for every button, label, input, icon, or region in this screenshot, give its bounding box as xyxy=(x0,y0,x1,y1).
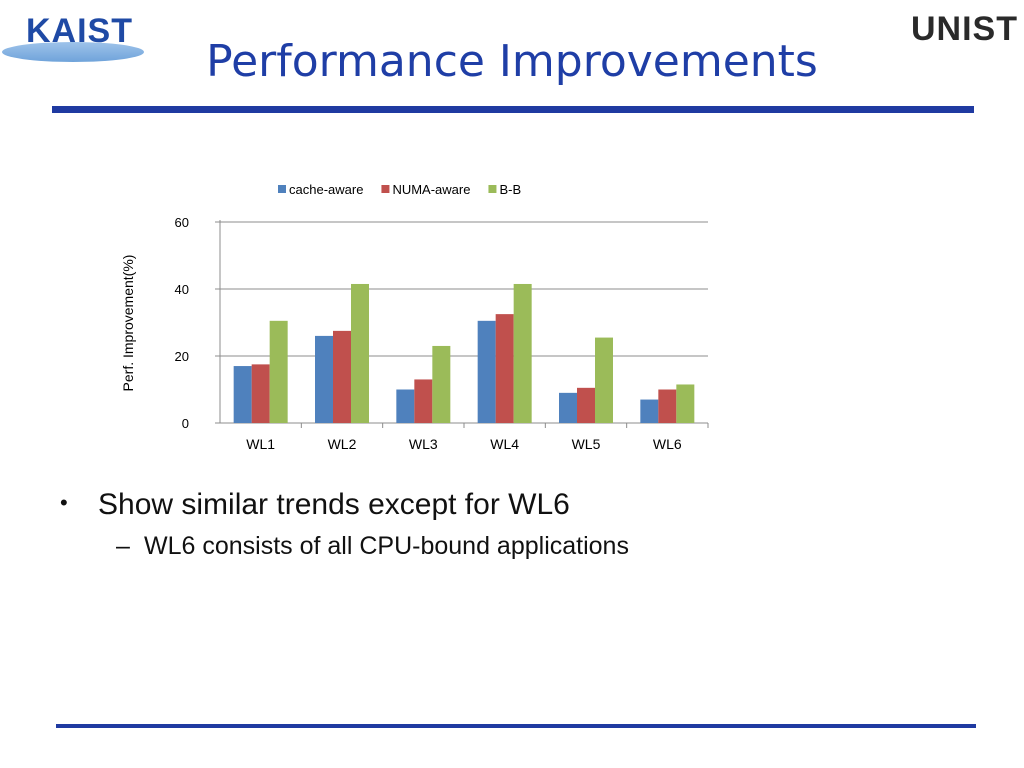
sub-bullet-item: – WL6 consists of all CPU-bound applicati… xyxy=(116,532,629,561)
kaist-logo: KAIST xyxy=(0,8,150,64)
y-axis-label: Perf. Improvement(%) xyxy=(120,255,136,392)
bar-cache-aware-WL2 xyxy=(315,335,333,423)
x-tick-label: WL2 xyxy=(328,436,357,452)
legend-label-NUMA-aware: NUMA-aware xyxy=(392,182,470,197)
y-tick-label: 40 xyxy=(175,282,189,297)
bar-cache-aware-WL6 xyxy=(640,399,659,423)
x-tick-label: WL5 xyxy=(572,436,601,452)
bullet-dot: • xyxy=(60,490,68,515)
legend-label-cache-aware: cache-aware xyxy=(289,182,363,197)
x-tick-label: WL4 xyxy=(490,436,519,452)
bar-NUMA-aware-WL1 xyxy=(251,364,270,423)
unist-logo: UNIST xyxy=(911,10,1018,48)
bar-B-B-WL6 xyxy=(676,384,695,423)
page-title: Performance Improvements xyxy=(206,36,818,87)
bar-NUMA-aware-WL3 xyxy=(414,379,433,423)
x-tick-label: WL6 xyxy=(653,436,682,452)
bar-cache-aware-WL4 xyxy=(477,320,496,423)
kaist-logo-text: KAIST xyxy=(26,12,133,50)
legend-swatch-NUMA-aware xyxy=(381,185,390,193)
kaist-logo-swoosh xyxy=(2,42,144,62)
y-tick-label: 0 xyxy=(182,416,189,431)
legend-swatch-cache-aware xyxy=(278,185,286,193)
bar-NUMA-aware-WL4 xyxy=(495,314,514,423)
bar-NUMA-aware-WL5 xyxy=(577,387,595,423)
bar-cache-aware-WL1 xyxy=(233,366,252,423)
bar-NUMA-aware-WL2 xyxy=(333,330,351,423)
sub-bullet-dash: – xyxy=(116,532,130,560)
bar-B-B-WL5 xyxy=(595,337,613,423)
y-tick-label: 20 xyxy=(175,349,189,364)
bar-B-B-WL4 xyxy=(513,283,532,423)
bottom-divider xyxy=(56,724,976,728)
x-tick-label: WL1 xyxy=(246,436,275,452)
bullet-text: Show similar trends except for WL6 xyxy=(98,488,570,521)
legend-swatch-B-B xyxy=(488,185,497,193)
bullet-list: • Show similar trends except for WL6 – WL6… xyxy=(60,488,629,561)
sub-bullet-text: WL6 consists of all CPU-bound applicatio… xyxy=(144,532,629,560)
bar-B-B-WL2 xyxy=(351,283,369,423)
bar-B-B-WL3 xyxy=(432,345,451,423)
bar-cache-aware-WL3 xyxy=(396,389,415,423)
bar-cache-aware-WL5 xyxy=(559,392,577,423)
legend-label-B-B: B-B xyxy=(499,182,521,197)
bar-B-B-WL1 xyxy=(269,320,288,423)
y-tick-label: 60 xyxy=(175,215,189,230)
top-divider xyxy=(52,106,974,113)
bar-NUMA-aware-WL6 xyxy=(658,389,677,423)
bullet-item: • Show similar trends except for WL6 xyxy=(60,488,629,522)
x-tick-label: WL3 xyxy=(409,436,438,452)
